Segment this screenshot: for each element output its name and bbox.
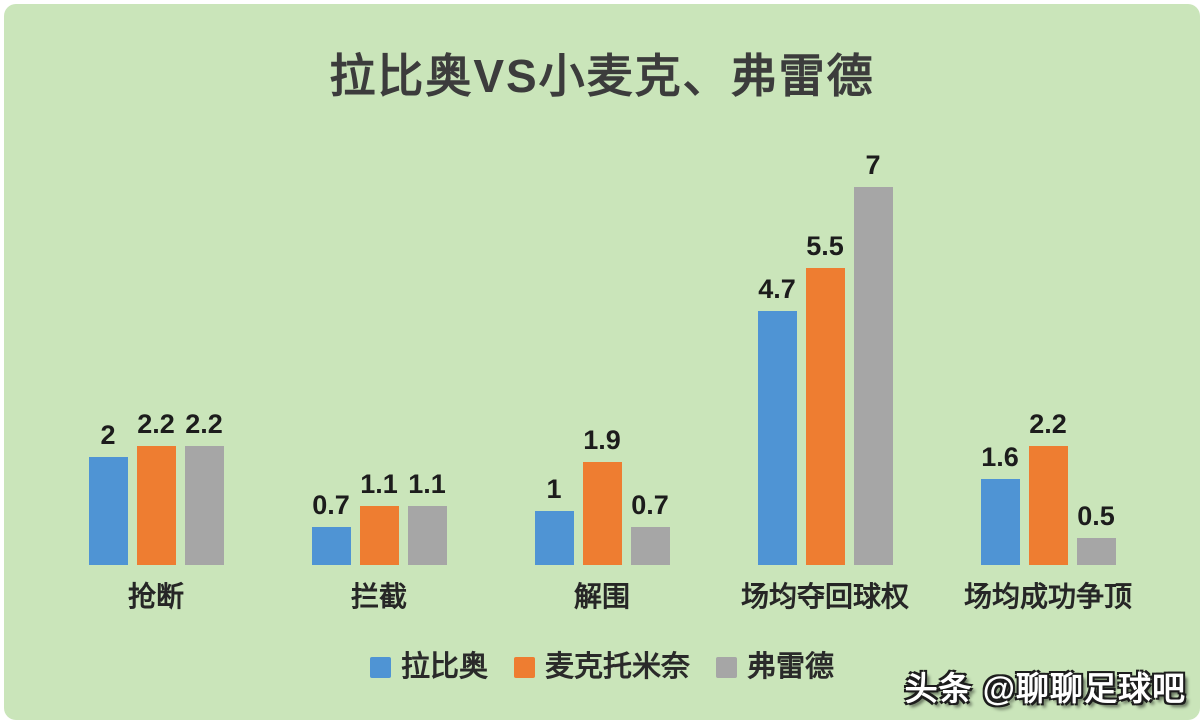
bar-group-1: 2 2.2 2.2 抢断 [88,409,224,611]
bar-column: 1.1 [407,468,447,565]
legend-item-弗雷德: 弗雷德 [716,653,834,682]
bar-value-label: 0.7 [312,490,350,521]
legend-item-拉比奥: 拉比奥 [369,651,488,683]
category-label: 解围 [573,581,631,612]
bar-column: 0.7 [311,490,351,565]
category-label: 场均成功争顶 [963,581,1133,612]
bar-column: 1.1 [359,468,399,565]
bar-value-label: 0.7 [631,490,669,521]
bar-value-label: 1.1 [360,468,398,499]
legend-label: 拉比奥 [400,651,488,683]
bar-麦克托米奈 [359,505,399,565]
bar-chart: 2 2.2 2.2 抢断 0.7 1.1 1.1 拦截 1 1.9 0.7 解围 4.7 5.5 7 场均夺回… [4,150,1200,611]
bar-拉比奥 [757,311,797,565]
watermark: 头条 @聊聊足球吧 [904,670,1186,707]
bar-麦克托米奈 [1028,446,1068,565]
bar-弗雷德 [407,505,447,565]
bar-column: 2 [88,420,128,565]
bar-column: 1 [534,474,574,565]
bar-column: 5.5 [805,231,845,565]
bar-弗雷德 [1076,538,1116,565]
bar-column: 2.2 [184,409,224,565]
bar-column: 0.5 [1076,501,1116,565]
bar-麦克托米奈 [805,268,845,565]
legend-label: 麦克托米奈 [544,651,690,683]
category-label: 抢断 [127,581,185,612]
bar-column: 2.2 [1028,409,1068,565]
bar-value-label: 2 [100,420,116,450]
bar-拉比奥 [88,457,128,565]
bar-column: 7 [853,150,893,565]
legend-swatch-icon [513,657,535,678]
legend-swatch-icon [716,657,737,678]
bar-value-label: 2.2 [137,409,175,440]
bar-value-label: 4.7 [758,274,796,305]
legend-swatch-icon [369,657,391,678]
bar-拉比奥 [311,527,351,565]
bar-group-2: 0.7 1.1 1.1 拦截 [311,468,447,611]
bar-column: 4.7 [757,274,797,565]
bar-value-label: 1.1 [408,468,446,499]
bar-column: 2.2 [136,409,176,565]
bar-value-label: 2.2 [185,409,223,440]
category-label: 拦截 [350,581,408,612]
bar-value-label: 2.2 [1029,409,1067,440]
bar-拉比奥 [980,478,1020,565]
bar-value-label: 0.5 [1077,501,1115,531]
legend-item-麦克托米奈: 麦克托米奈 [513,651,690,683]
bar-value-label: 1.6 [981,441,1019,472]
bar-value-label: 1.9 [583,425,621,456]
bar-column: 1.6 [980,441,1020,565]
bar-麦克托米奈 [136,446,176,565]
bar-拉比奥 [534,511,574,565]
chart-title: 拉比奥VS小麦克、弗雷德 [329,50,875,102]
legend: 拉比奥 麦克托米奈 弗雷德 [4,653,1200,682]
legend-label: 弗雷德 [747,651,835,683]
bar-group-5: 1.6 2.2 0.5 场均成功争顶 [964,409,1132,611]
bar-value-label: 7 [865,150,881,180]
bar-column: 1.9 [582,425,622,565]
bar-group-4: 4.7 5.5 7 场均夺回球权 [741,150,909,611]
chart-card: 拉比奥VS小麦克、弗雷德 2 2.2 2.2 抢断 0.7 1.1 1.1 拦截 1 1.9 0.7… [4,4,1200,720]
category-label: 场均夺回球权 [740,581,910,612]
bar-column: 0.7 [630,490,670,565]
bar-弗雷德 [630,527,670,565]
bar-value-label: 5.5 [806,231,844,261]
bar-麦克托米奈 [582,462,622,565]
bar-group-3: 1 1.9 0.7 解围 [534,425,670,611]
bar-弗雷德 [184,446,224,565]
bar-弗雷德 [853,187,893,565]
bar-value-label: 1 [546,474,562,504]
